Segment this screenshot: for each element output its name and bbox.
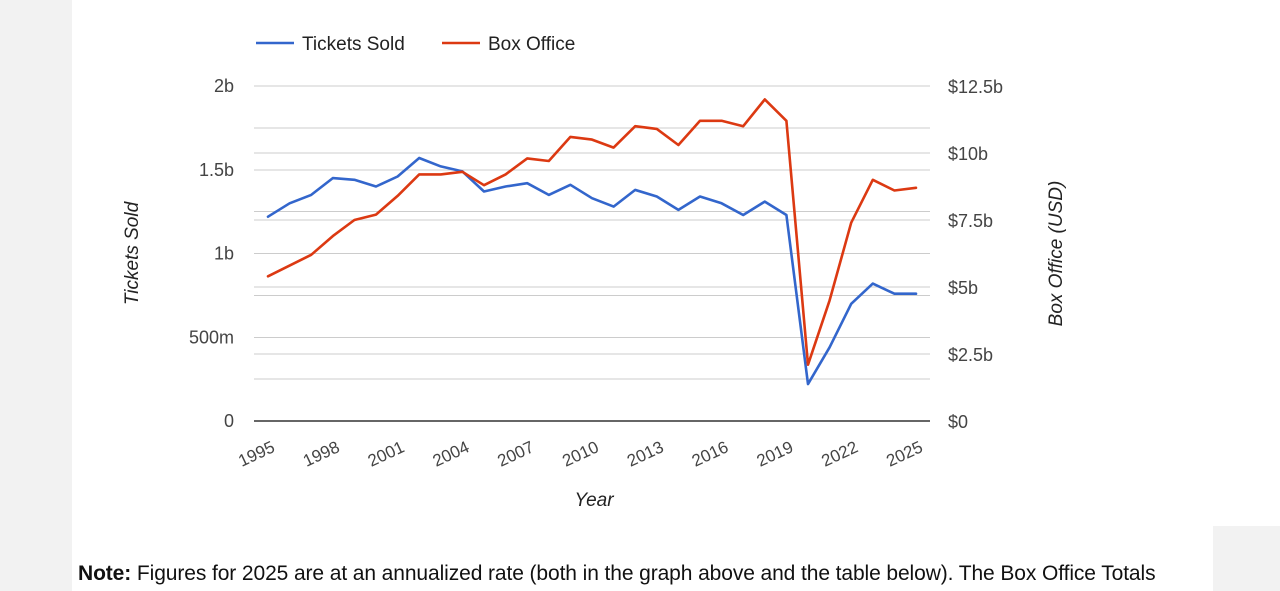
x-tick-label: 2025 — [883, 437, 925, 470]
y-right-tick-label: $0 — [948, 412, 968, 432]
y-right-tick-label: $10b — [948, 144, 988, 164]
x-tick-label: 2013 — [624, 437, 666, 470]
series-line-box-office — [266, 98, 918, 367]
x-tick-label: 2016 — [689, 437, 731, 470]
y-right-tick-label: $7.5b — [948, 211, 993, 231]
y-left-tick-label: 0 — [224, 411, 234, 431]
y-left-tick-label: 1b — [214, 244, 234, 264]
y-right-axis-title: Box Office (USD) — [1046, 181, 1067, 327]
x-tick-label: 2022 — [819, 437, 861, 470]
y-right-tick-label: $2.5b — [948, 345, 993, 365]
y-left-tick-label: 2b — [214, 76, 234, 96]
chart-series — [266, 98, 918, 386]
y-left-axis-title: Tickets Sold — [122, 200, 143, 305]
right-gutter — [1213, 0, 1280, 526]
y-right-tick-label: $12.5b — [948, 77, 1003, 97]
chart-legend: Tickets Sold Box Office — [256, 34, 575, 55]
line-chart: 0 500m 1b 1.5b 2b $0 $2.5b $5b $7.5b $10b $12.5b 19… — [122, 34, 1067, 511]
y-left-tick-label: 1.5b — [199, 160, 234, 180]
x-tick-label: 2007 — [495, 437, 537, 470]
x-tick-label: 1998 — [300, 437, 342, 470]
legend-label-box-office: Box Office — [488, 34, 575, 55]
note-body: Figures for 2025 are at an annualized ra… — [131, 562, 1156, 585]
series-line-tickets-sold — [266, 156, 918, 386]
x-tick-label: 2010 — [559, 437, 601, 470]
note-label: Note: — [78, 562, 132, 585]
note-text: Note: Figures for 2025 are at an annuali… — [78, 562, 1156, 586]
y-left-tick-label: 500m — [189, 327, 234, 347]
legend-label-tickets-sold: Tickets Sold — [302, 34, 405, 55]
x-tick-label: 2019 — [754, 437, 796, 470]
x-tick-label: 1995 — [235, 437, 277, 470]
chart-grid — [254, 85, 930, 422]
page-content: 0 500m 1b 1.5b 2b $0 $2.5b $5b $7.5b $10b $12.5b 19… — [72, 0, 1213, 591]
y-right-tick-label: $5b — [948, 278, 978, 298]
x-tick-label: 2004 — [430, 437, 472, 470]
x-axis-title: Year — [574, 490, 614, 511]
x-tick-label: 2001 — [365, 437, 407, 470]
